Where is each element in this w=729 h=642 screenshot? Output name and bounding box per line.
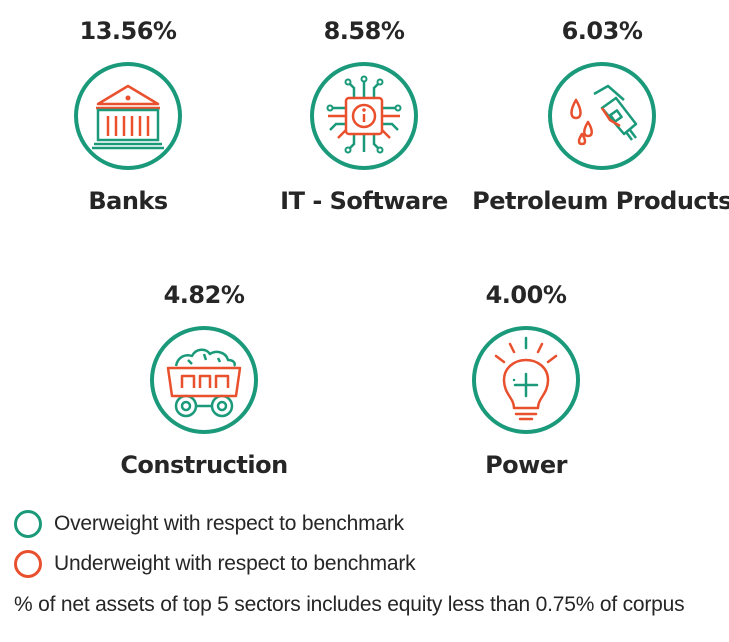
sector-percent: 4.00%: [485, 281, 567, 309]
sector-percent: 6.03%: [561, 17, 643, 45]
mining-cart-icon: [148, 324, 260, 436]
green-ring-icon: [14, 510, 42, 538]
sector-name: IT - Software: [280, 187, 448, 215]
orange-ring-icon: [14, 550, 42, 578]
sector-name: Banks: [88, 187, 168, 215]
light-bulb-icon: [470, 324, 582, 436]
sector-percent: 8.58%: [323, 17, 405, 45]
fuel-nozzle-icon: [546, 60, 658, 172]
footnote: % of net assets of top 5 sectors include…: [14, 593, 685, 616]
legend-overweight: Overweight with respect to benchmark: [14, 509, 404, 539]
bank-building-icon: [72, 60, 184, 172]
microchip-icon: [308, 60, 420, 172]
legend-underweight-text: Underweight with respect to benchmark: [54, 552, 416, 575]
sector-percent: 13.56%: [79, 17, 177, 45]
sector-name: Construction: [120, 451, 288, 479]
sector-name: Power: [485, 451, 567, 479]
sector-name: Petroleum Products: [472, 187, 729, 215]
legend-underweight: Underweight with respect to benchmark: [14, 549, 416, 579]
legend-overweight-text: Overweight with respect to benchmark: [54, 512, 404, 535]
sector-percent: 4.82%: [163, 281, 245, 309]
